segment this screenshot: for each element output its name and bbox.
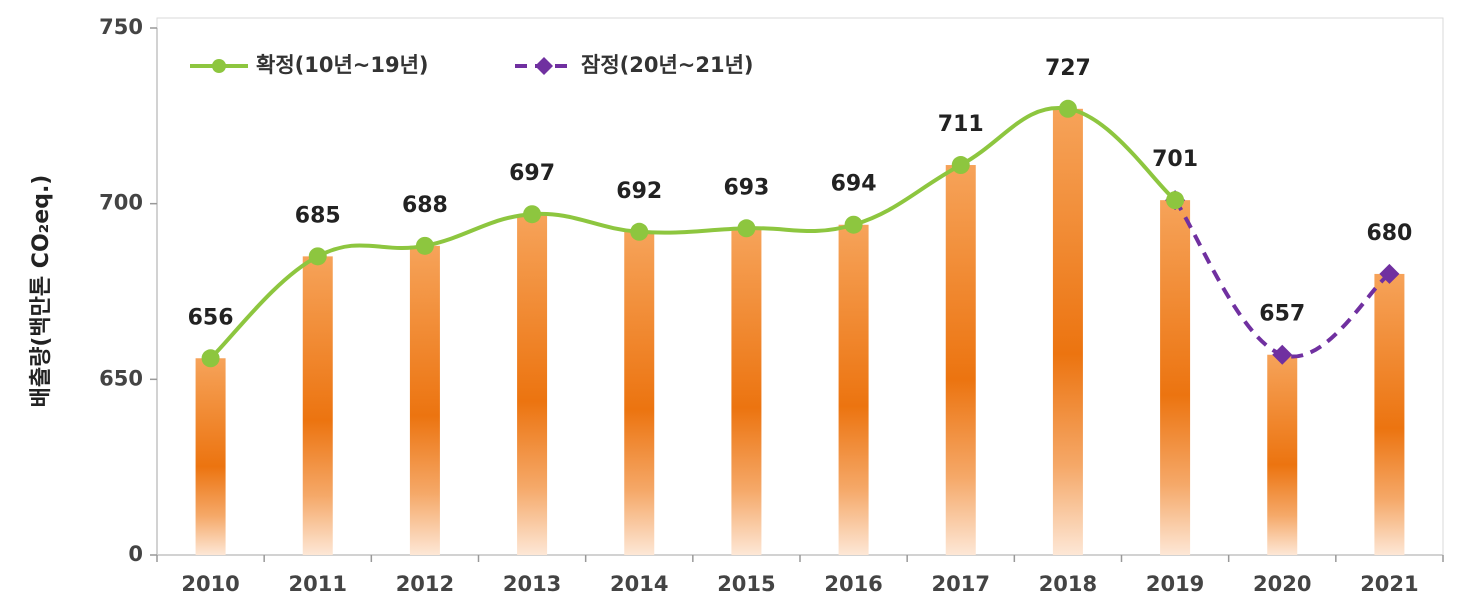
data-label: 656 bbox=[188, 305, 234, 330]
x-tick-label: 2012 bbox=[396, 572, 454, 596]
series-line bbox=[209, 106, 1177, 360]
x-tick-label: 2018 bbox=[1039, 572, 1097, 596]
bar bbox=[838, 224, 869, 555]
data-label: 694 bbox=[831, 172, 877, 197]
y-tick-label: 750 bbox=[99, 15, 143, 39]
series-line bbox=[1173, 199, 1391, 359]
bar bbox=[1052, 108, 1083, 555]
data-label: 697 bbox=[509, 161, 555, 186]
plot-border bbox=[156, 17, 1444, 556]
legend-label: 잠정(20년~21년) bbox=[581, 53, 754, 77]
marker bbox=[308, 247, 327, 266]
marker bbox=[201, 349, 220, 368]
legend-label: 확정(10년~19년) bbox=[256, 53, 429, 77]
bar bbox=[1160, 200, 1191, 556]
x-tick-label: 2019 bbox=[1146, 572, 1204, 596]
marker bbox=[630, 222, 649, 241]
x-tick-label: 2014 bbox=[610, 572, 668, 596]
data-label: 680 bbox=[1366, 221, 1412, 246]
bar bbox=[409, 245, 440, 555]
marker bbox=[1379, 263, 1400, 284]
marker bbox=[737, 219, 756, 238]
x-tick-label: 2017 bbox=[932, 572, 990, 596]
legend-marker bbox=[535, 57, 553, 75]
bar bbox=[517, 214, 548, 555]
data-label: 685 bbox=[295, 203, 341, 228]
data-label: 693 bbox=[723, 175, 769, 200]
marker bbox=[1166, 191, 1185, 210]
x-tick-label: 2021 bbox=[1360, 572, 1418, 596]
x-tick-label: 2013 bbox=[503, 572, 561, 596]
x-tick-label: 2015 bbox=[717, 572, 775, 596]
x-tick-label: 2010 bbox=[181, 572, 239, 596]
marker bbox=[951, 156, 970, 175]
bar bbox=[1267, 354, 1298, 555]
legend-marker bbox=[212, 59, 226, 73]
bar bbox=[624, 231, 655, 556]
marker bbox=[844, 215, 863, 234]
data-label: 657 bbox=[1259, 302, 1305, 327]
marker bbox=[1058, 99, 1077, 118]
y-tick-label: 0 bbox=[128, 542, 143, 566]
y-axis-label: 배출량(백만톤 CO₂eq.) bbox=[29, 175, 54, 408]
bar bbox=[195, 358, 226, 555]
marker bbox=[1272, 344, 1293, 365]
data-label: 727 bbox=[1045, 56, 1091, 81]
marker bbox=[415, 236, 434, 255]
data-label: 701 bbox=[1152, 147, 1198, 172]
x-tick-label: 2020 bbox=[1253, 572, 1311, 596]
data-label: 692 bbox=[616, 179, 662, 204]
bar bbox=[1374, 273, 1405, 555]
y-tick-label: 700 bbox=[99, 191, 143, 215]
x-tick-label: 2016 bbox=[824, 572, 882, 596]
marker bbox=[523, 205, 542, 224]
data-label: 711 bbox=[938, 112, 984, 137]
x-tick-label: 2011 bbox=[289, 572, 347, 596]
data-label: 688 bbox=[402, 193, 448, 218]
bar bbox=[302, 256, 333, 555]
y-tick-label: 650 bbox=[99, 366, 143, 390]
bar bbox=[731, 228, 762, 555]
bar bbox=[945, 165, 976, 555]
